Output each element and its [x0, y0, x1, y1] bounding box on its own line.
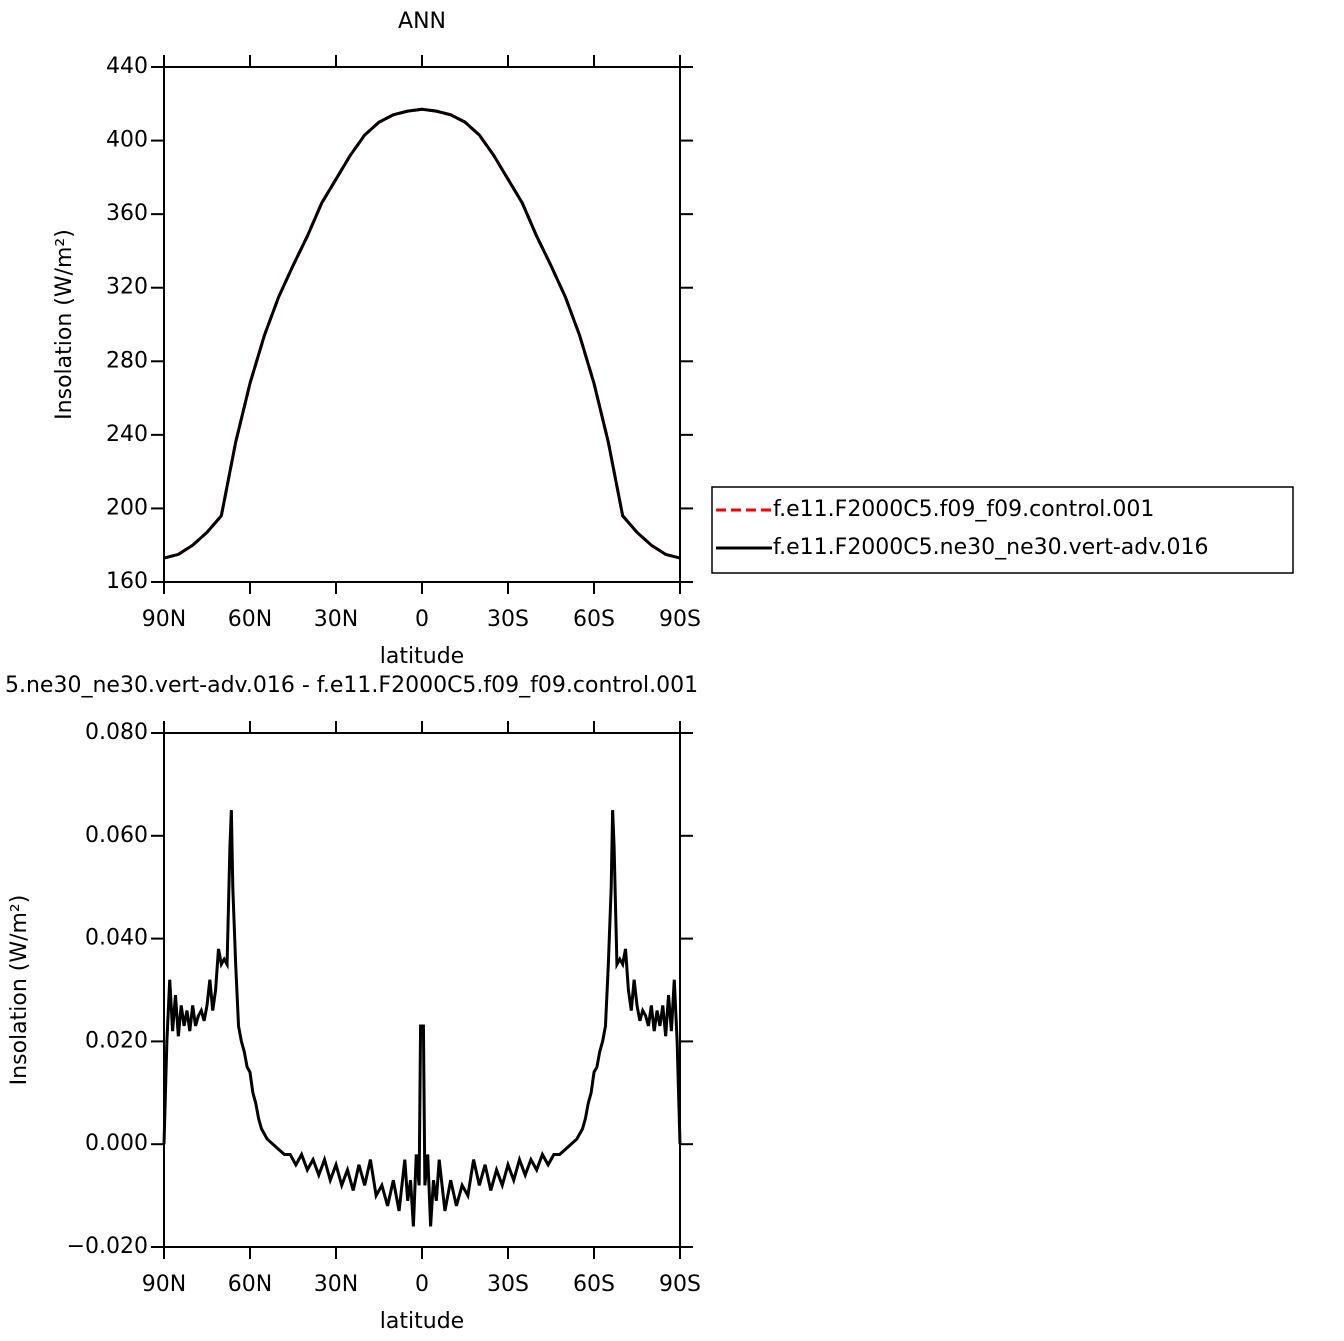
- x-tick-label: 60S: [573, 1272, 615, 1297]
- data-line: [163, 107, 681, 560]
- x-tick-label: 0: [415, 607, 429, 632]
- y-tick-label: 0.000: [85, 1131, 148, 1156]
- data-line: [162, 810, 682, 1227]
- data-line: [163, 107, 681, 560]
- plot-frame: [163, 66, 681, 583]
- x-tick-label: 30N: [314, 1272, 358, 1297]
- legend-label: f.e11.F2000C5.f09_f09.control.001: [773, 497, 1154, 522]
- y-tick-label: −0.020: [67, 1234, 148, 1259]
- y-axis-label: Insolation (W/m²): [7, 895, 32, 1086]
- plot-frame: [163, 732, 681, 1248]
- y-tick-label: 0.040: [85, 926, 148, 951]
- x-tick-label: 90N: [142, 1272, 186, 1297]
- y-tick-label: 280: [106, 348, 148, 373]
- x-tick-label: 90S: [659, 607, 701, 632]
- y-tick-label: 0.020: [85, 1028, 148, 1053]
- chart-title: ANN: [398, 9, 446, 34]
- y-tick-label: 360: [106, 201, 148, 226]
- x-tick-label: 30S: [487, 1272, 529, 1297]
- y-tick-label: 440: [106, 54, 148, 79]
- y-tick-label: 320: [106, 275, 148, 300]
- y-tick-label: 160: [106, 569, 148, 594]
- x-tick-label: 90N: [142, 607, 186, 632]
- x-tick-label: 30N: [314, 607, 358, 632]
- y-axis-label: Insolation (W/m²): [52, 229, 77, 420]
- y-tick-label: 400: [106, 128, 148, 153]
- x-tick-label: 60S: [573, 607, 615, 632]
- y-tick-label: 200: [106, 495, 148, 520]
- chart-title: 5.ne30_ne30.vert-adv.016 - f.e11.F2000C5…: [5, 673, 698, 698]
- x-axis-label: latitude: [380, 1309, 464, 1334]
- x-axis-label: latitude: [380, 644, 464, 669]
- y-tick-label: 0.080: [85, 720, 148, 745]
- y-tick-label: 0.060: [85, 823, 148, 848]
- legend-label: f.e11.F2000C5.ne30_ne30.vert-adv.016: [773, 535, 1209, 560]
- x-tick-label: 90S: [659, 1272, 701, 1297]
- legend-box: [711, 486, 1294, 574]
- x-tick-label: 30S: [487, 607, 529, 632]
- x-tick-label: 60N: [228, 607, 272, 632]
- y-tick-label: 240: [106, 422, 148, 447]
- x-tick-label: 60N: [228, 1272, 272, 1297]
- x-tick-label: 0: [415, 1272, 429, 1297]
